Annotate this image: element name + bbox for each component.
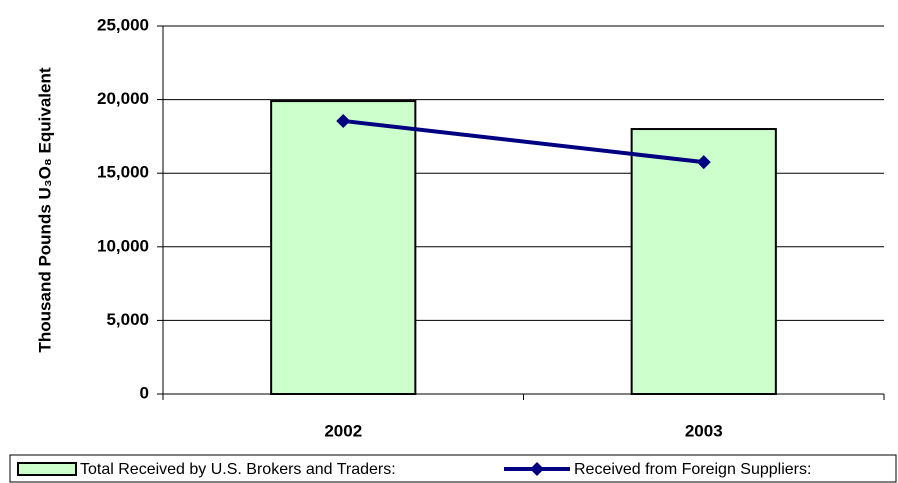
legend-label: Total Received by U.S. Brokers and Trade…: [80, 461, 396, 478]
x-tick-label: 2003: [685, 421, 723, 440]
y-tick-label: 15,000: [97, 163, 149, 182]
y-tick-label: 10,000: [97, 236, 149, 255]
legend-marker: [530, 462, 544, 476]
line-marker: [336, 113, 351, 128]
legend-swatch: [17, 462, 77, 476]
line-marker: [696, 155, 711, 170]
y-tick-label: 5,000: [106, 310, 149, 329]
y-tick-label: 20,000: [97, 89, 149, 108]
y-axis-label: Thousand Pounds U₃O₈ Equivalent: [35, 67, 54, 352]
legend-label: Received from Foreign Suppliers:: [574, 461, 811, 478]
y-tick-label: 0: [140, 383, 149, 402]
y-tick-label: 25,000: [97, 15, 149, 34]
legend-box: [9, 454, 897, 483]
bar: [270, 100, 417, 396]
x-tick-label: 2002: [324, 421, 362, 440]
line: [343, 118, 704, 165]
bar: [630, 128, 777, 395]
